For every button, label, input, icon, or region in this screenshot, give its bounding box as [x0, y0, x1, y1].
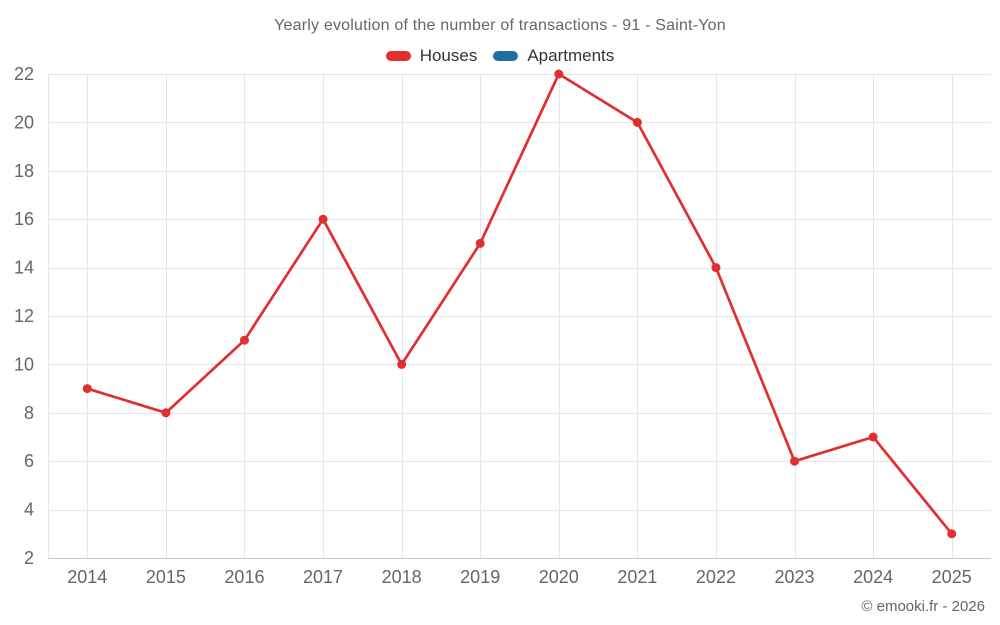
x-axis-tick-label: 2018 [382, 567, 422, 587]
x-axis-tick-label: 2021 [617, 567, 657, 587]
data-point-houses-2024[interactable] [868, 432, 878, 442]
y-axis-tick-label: 14 [14, 258, 34, 278]
y-axis-tick-label: 22 [14, 64, 34, 84]
x-axis-tick-label: 2020 [539, 567, 579, 587]
houses-series-swatch-icon [385, 51, 411, 61]
data-point-houses-2021[interactable] [632, 117, 642, 127]
legend-item-houses[interactable]: Houses [385, 46, 478, 66]
y-axis-tick-label: 4 [24, 500, 34, 520]
y-axis-tick-label: 10 [14, 354, 34, 374]
x-axis-tick-label: 2014 [67, 567, 107, 587]
x-axis-tick-label: 2025 [932, 567, 972, 587]
data-point-houses-2023[interactable] [790, 456, 800, 466]
legend-label-houses: Houses [419, 46, 478, 65]
series-line-houses [85, 72, 954, 536]
x-axis-tick-label: 2023 [775, 567, 815, 587]
data-point-houses-2016[interactable] [239, 335, 249, 345]
y-axis-tick-label: 18 [14, 161, 34, 181]
y-axis-tick-label: 6 [24, 451, 34, 471]
x-axis-tick-label: 2015 [146, 567, 186, 587]
legend-item-apartments[interactable]: Apartments [493, 46, 614, 66]
x-axis-tick-label: 2019 [460, 567, 500, 587]
legend: Houses Apartments [0, 46, 1000, 66]
y-axis-tick-label: 16 [14, 209, 34, 229]
x-axis-tick-label: 2022 [696, 567, 736, 587]
data-point-houses-2018[interactable] [397, 359, 407, 369]
x-axis-tick-label: 2017 [303, 567, 343, 587]
y-axis-tick-label: 20 [14, 112, 34, 132]
data-point-houses-2015[interactable] [161, 408, 171, 418]
x-axis-tick-label: 2024 [853, 567, 893, 587]
credit-link[interactable]: © emooki.fr - 2026 [861, 598, 985, 615]
y-axis-tick-label: 8 [24, 403, 34, 423]
y-axis-tick-label: 12 [14, 306, 34, 326]
data-point-houses-2025[interactable] [947, 529, 957, 539]
data-point-houses-2019[interactable] [475, 238, 485, 248]
legend-label-apartments: Apartments [527, 46, 615, 65]
data-point-houses-2020[interactable] [554, 69, 564, 79]
data-point-houses-2022[interactable] [711, 263, 721, 273]
x-axis-tick-label: 2016 [224, 567, 264, 587]
y-axis-tick-label: 2 [24, 548, 34, 568]
data-point-houses-2014[interactable] [82, 384, 92, 394]
data-point-houses-2017[interactable] [318, 214, 328, 224]
chart-title: Yearly evolution of the number of transa… [274, 17, 726, 34]
apartments-series-swatch-icon [493, 51, 519, 61]
